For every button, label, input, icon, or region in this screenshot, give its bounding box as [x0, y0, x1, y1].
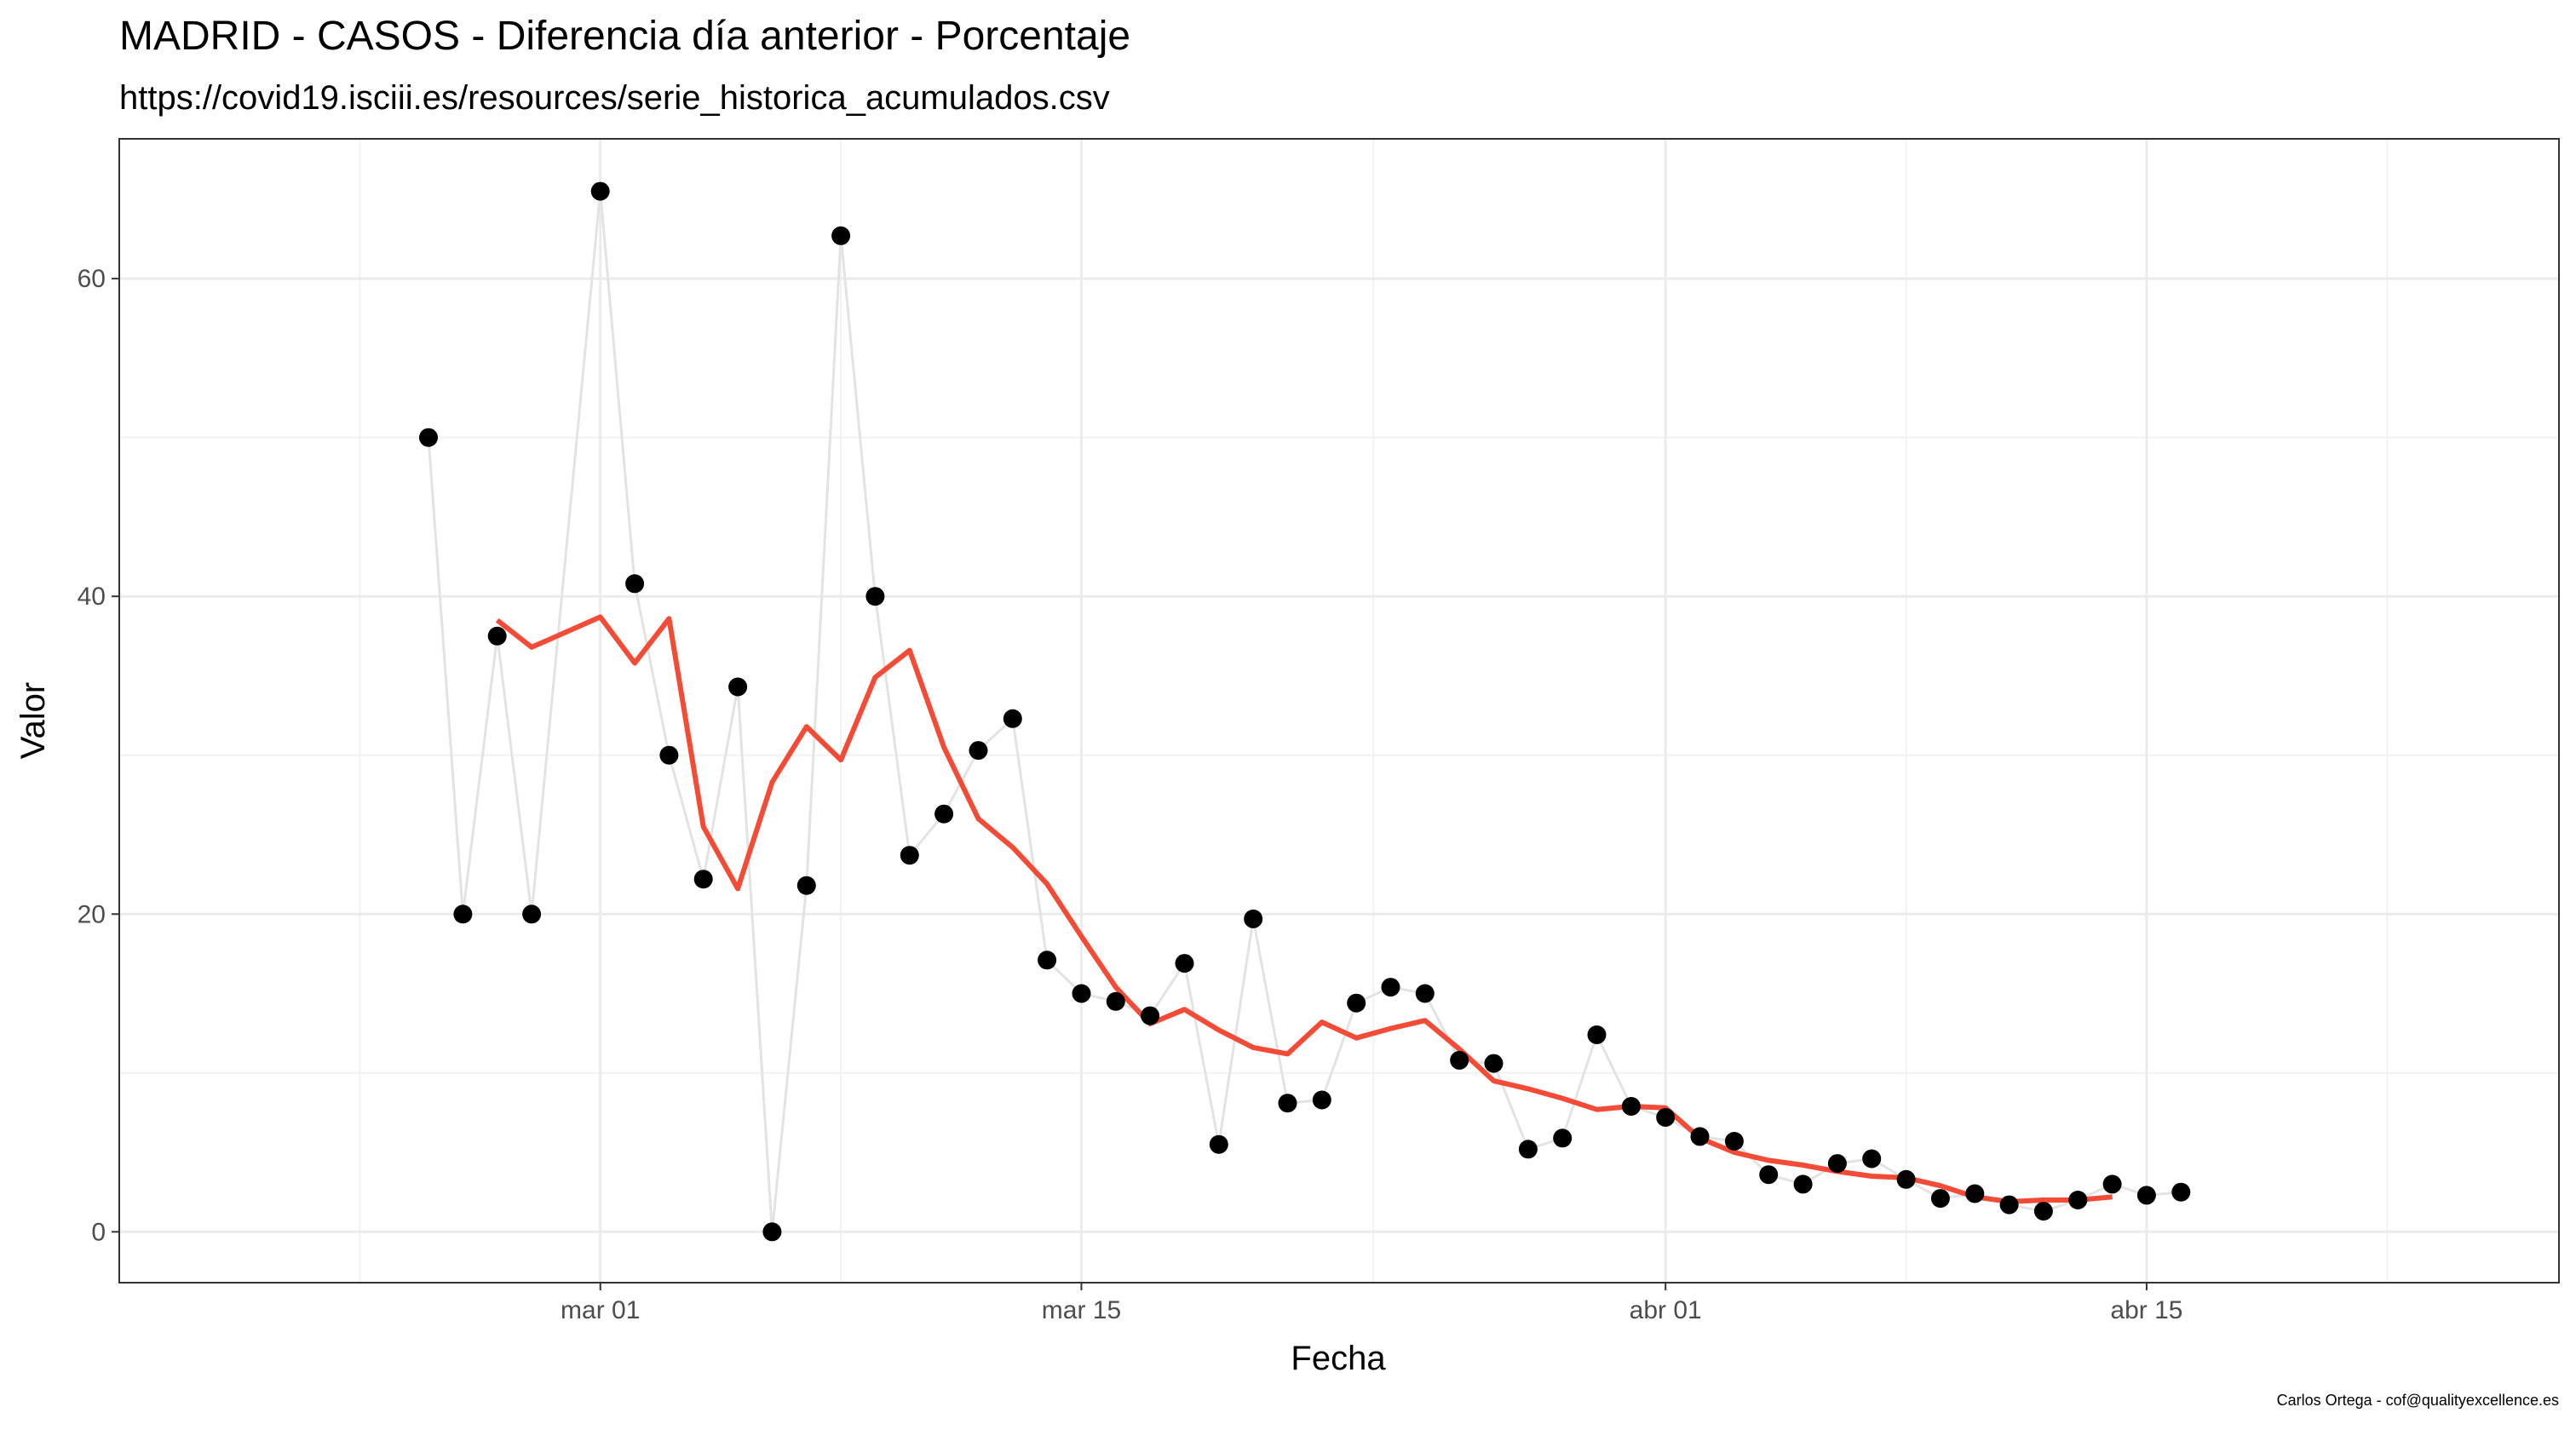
data-point [419, 428, 438, 447]
data-point [1244, 909, 1263, 928]
data-point [1621, 1097, 1641, 1116]
data-point [2136, 1186, 2156, 1205]
data-point [796, 876, 816, 895]
chart-title: MADRID - CASOS - Diferencia día anterior… [119, 14, 1130, 59]
data-point [969, 741, 988, 761]
data-point [934, 804, 954, 824]
data-point [693, 870, 713, 889]
data-point [1381, 978, 1400, 997]
data-point [659, 745, 679, 765]
data-point [1209, 1134, 1228, 1154]
data-point [2171, 1182, 2191, 1202]
data-point [1862, 1149, 1882, 1169]
data-point [1072, 984, 1091, 1003]
data-point [1896, 1169, 1916, 1189]
data-point [1312, 1090, 1331, 1110]
data-point [2102, 1174, 2122, 1194]
data-point [1415, 984, 1435, 1003]
data-point [762, 1222, 782, 1242]
major-gridlines [119, 139, 2559, 1283]
data-point [2068, 1191, 2088, 1209]
data-point [2033, 1202, 2053, 1221]
data-point [1724, 1132, 1744, 1151]
data-point [522, 905, 542, 924]
data-point [1175, 954, 1194, 973]
plot-panel [119, 139, 2559, 1283]
y-axis-title: Valor [14, 682, 52, 759]
data-point [1827, 1154, 1847, 1174]
data-point [1587, 1025, 1607, 1044]
data-point [1003, 709, 1022, 728]
data-point [900, 846, 919, 865]
data-point [1690, 1127, 1710, 1146]
data-point [865, 587, 885, 606]
data-point [1518, 1140, 1538, 1159]
y-tick-label: 60 [78, 265, 106, 293]
data-point [487, 626, 507, 646]
y-tick-label: 20 [78, 900, 106, 928]
data-point [1347, 993, 1366, 1013]
data-point [625, 574, 645, 594]
x-tick-label: abr 01 [1630, 1296, 1702, 1324]
chart-subtitle: https://covid19.isciii.es/resources/seri… [119, 79, 1110, 117]
data-points [419, 181, 2191, 1242]
data-point [1759, 1165, 1779, 1185]
minor-gridlines [119, 139, 2559, 1283]
data-point [831, 226, 851, 245]
smoothed-series-line [495, 614, 2113, 1204]
data-point [1793, 1174, 1813, 1194]
data-point [1484, 1054, 1504, 1073]
x-axis: mar 01 mar 15 abr 01 abr 15 [561, 1283, 2182, 1324]
x-tick-label: mar 01 [561, 1296, 640, 1324]
data-point [1553, 1128, 1573, 1148]
data-point [1141, 1006, 1160, 1025]
data-point [1278, 1094, 1297, 1113]
data-point [1038, 950, 1057, 970]
y-tick-label: 0 [91, 1218, 106, 1246]
data-point [1999, 1195, 2019, 1215]
data-point [1656, 1108, 1676, 1127]
plot-panel-border [118, 138, 2560, 1284]
x-axis-title: Fecha [1291, 1340, 1386, 1377]
x-tick-label: mar 15 [1042, 1296, 1121, 1324]
data-point [453, 905, 473, 924]
chart-caption: Carlos Ortega - cof@qualityexcellence.es [2277, 1392, 2559, 1409]
y-axis: 0 20 40 60 [78, 265, 119, 1246]
x-tick-label: abr 15 [2110, 1296, 2182, 1324]
data-point [1106, 991, 1125, 1011]
data-point [590, 181, 610, 201]
data-point [1450, 1050, 1469, 1070]
data-point [1965, 1184, 1985, 1203]
data-point [728, 677, 748, 697]
data-point [1930, 1189, 1950, 1209]
y-tick-label: 40 [78, 583, 106, 611]
